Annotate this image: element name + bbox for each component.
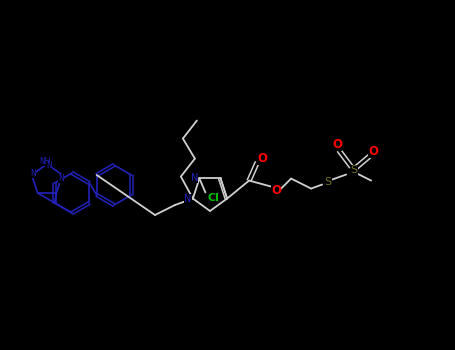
Text: O: O: [368, 145, 378, 158]
Text: N: N: [191, 174, 198, 183]
Text: S: S: [324, 176, 332, 187]
Text: O: O: [257, 152, 267, 165]
Text: N: N: [46, 161, 52, 170]
Text: NH: NH: [39, 156, 51, 166]
Text: O: O: [271, 184, 281, 197]
Text: Cl: Cl: [207, 194, 219, 203]
Text: N: N: [184, 194, 192, 204]
Text: N: N: [58, 174, 64, 183]
Text: O: O: [332, 138, 342, 151]
Text: N: N: [30, 169, 35, 177]
Text: S: S: [350, 164, 358, 175]
